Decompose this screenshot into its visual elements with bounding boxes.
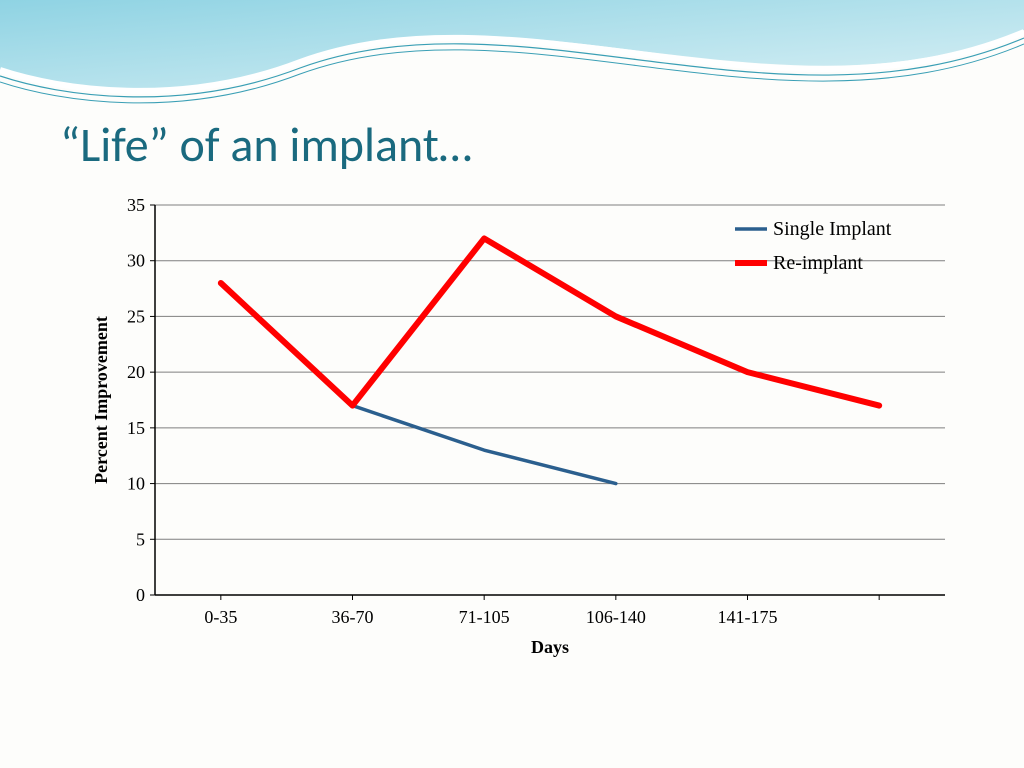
legend-label: Re-implant bbox=[773, 252, 863, 274]
x-tick-label: 0-35 bbox=[204, 607, 237, 627]
y-tick-label: 0 bbox=[136, 585, 145, 605]
slide-title: “Life” of an implant… bbox=[60, 115, 472, 174]
y-axis-label: Percent Improvement bbox=[91, 316, 111, 484]
legend-label: Single Implant bbox=[773, 218, 892, 240]
y-tick-label: 15 bbox=[127, 418, 145, 438]
x-tick-label: 71-105 bbox=[459, 607, 510, 627]
chart: 0 5 10 15 20 25 30 35 0-35 36-70 71-105 106-140 141-… bbox=[85, 195, 965, 675]
x-tick-label: 36-70 bbox=[332, 607, 374, 627]
x-tick-label: 106-140 bbox=[586, 607, 646, 627]
y-tick-label: 10 bbox=[127, 474, 145, 494]
y-tick-label: 25 bbox=[127, 306, 145, 326]
series-line bbox=[221, 283, 616, 484]
y-tick-label: 20 bbox=[127, 362, 145, 382]
y-tick-label: 30 bbox=[127, 251, 145, 271]
x-axis-label: Days bbox=[531, 637, 569, 657]
y-tick-label: 35 bbox=[127, 195, 145, 215]
y-tick-label: 5 bbox=[136, 529, 145, 549]
x-tick-label: 141-175 bbox=[718, 607, 778, 627]
